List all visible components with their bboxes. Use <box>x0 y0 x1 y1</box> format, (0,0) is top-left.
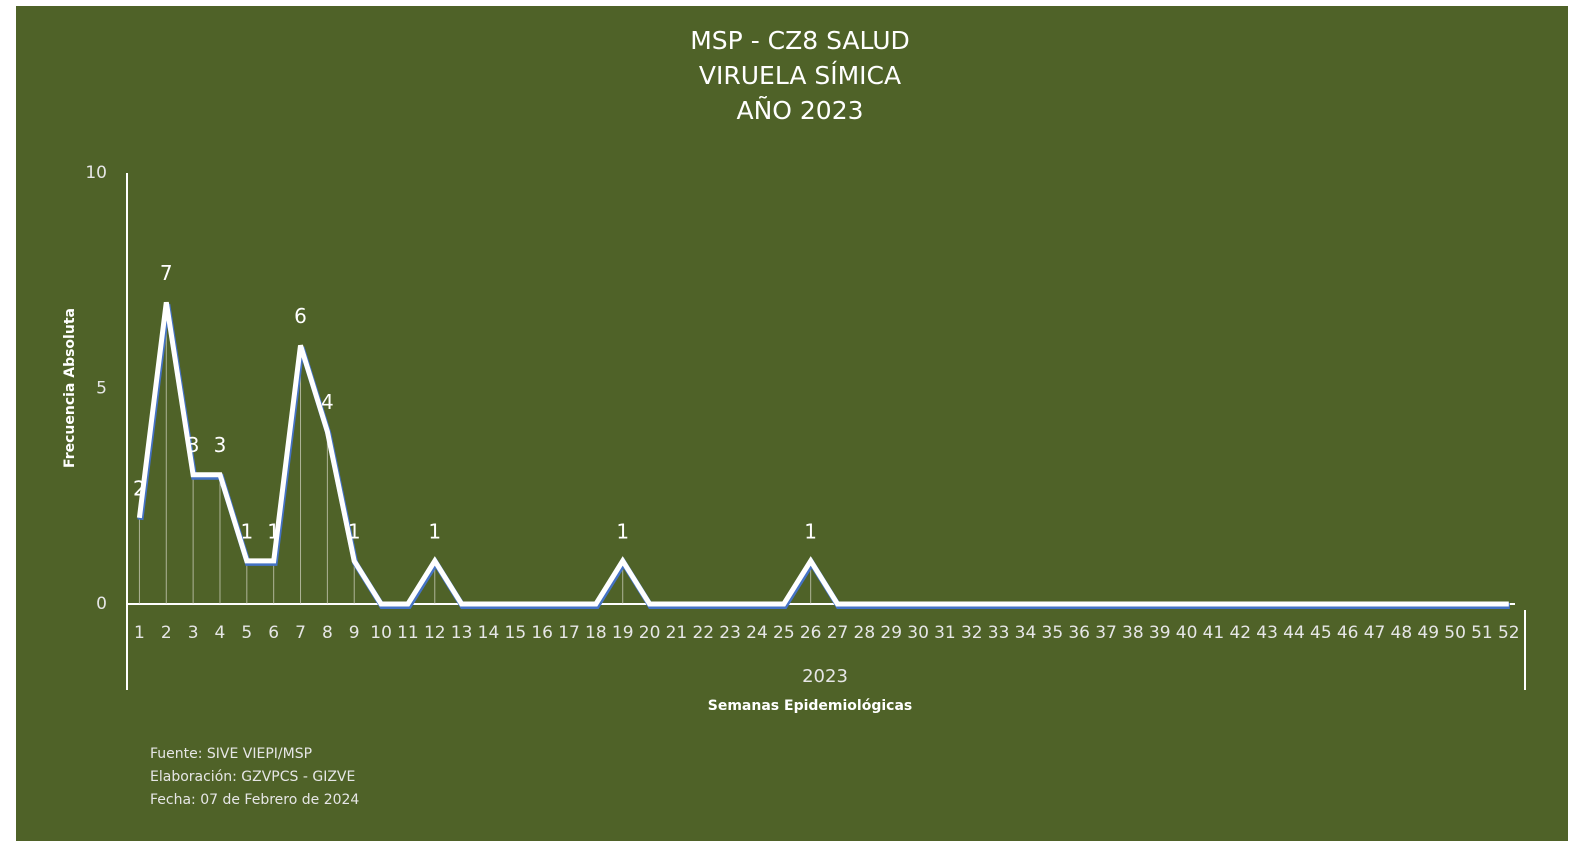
footnote: Fecha: 07 de Febrero de 2024 <box>150 792 359 808</box>
x-tick-label: 26 <box>800 623 822 643</box>
chart-title: AÑO 2023 <box>736 95 863 125</box>
x-tick-label: 18 <box>585 623 607 643</box>
x-axis-title: Semanas Epidemiológicas <box>708 698 912 714</box>
x-tick-label: 22 <box>692 623 714 643</box>
y-axis-title: Frecuencia Absoluta <box>62 308 78 468</box>
x-tick-label: 36 <box>1068 623 1090 643</box>
x-tick-label: 7 <box>295 623 306 643</box>
x-tick-label: 35 <box>1042 623 1064 643</box>
x-tick-label: 48 <box>1391 623 1413 643</box>
x-tick-label: 28 <box>854 623 876 643</box>
x-tick-label: 15 <box>505 623 527 643</box>
x-group-label: 2023 <box>802 666 848 687</box>
x-tick-label: 17 <box>558 623 580 643</box>
x-tick-label: 4 <box>215 623 226 643</box>
data-label: 1 <box>804 519 817 543</box>
x-tick-label: 42 <box>1229 623 1251 643</box>
x-tick-label: 31 <box>934 623 956 643</box>
x-tick-label: 14 <box>478 623 500 643</box>
x-tick-label: 38 <box>1122 623 1144 643</box>
data-label: 7 <box>160 261 173 285</box>
data-label: 3 <box>214 433 227 457</box>
data-label: 1 <box>348 519 361 543</box>
x-tick-label: 20 <box>639 623 661 643</box>
x-tick-label: 43 <box>1256 623 1278 643</box>
x-tick-label: 5 <box>241 623 252 643</box>
data-label: 2 <box>133 476 146 500</box>
x-tick-label: 40 <box>1176 623 1198 643</box>
x-tick-label: 47 <box>1364 623 1386 643</box>
footnote: Fuente: SIVE VIEPI/MSP <box>150 746 312 762</box>
x-tick-label: 51 <box>1471 623 1493 643</box>
data-label: 1 <box>428 519 441 543</box>
x-tick-label: 1 <box>134 623 145 643</box>
x-tick-label: 46 <box>1337 623 1359 643</box>
x-tick-label: 25 <box>773 623 795 643</box>
data-label: 3 <box>187 433 200 457</box>
x-tick-label: 33 <box>988 623 1010 643</box>
data-label: 4 <box>321 390 334 414</box>
x-tick-label: 44 <box>1283 623 1305 643</box>
x-tick-label: 41 <box>1203 623 1225 643</box>
x-tick-label: 12 <box>424 623 446 643</box>
x-tick-label: 13 <box>451 623 473 643</box>
x-tick-label: 23 <box>719 623 741 643</box>
y-tick-label: 5 <box>96 379 107 399</box>
x-tick-label: 3 <box>188 623 199 643</box>
x-tick-label: 6 <box>268 623 279 643</box>
x-tick-label: 29 <box>880 623 902 643</box>
x-tick-label: 2 <box>161 623 172 643</box>
x-tick-label: 10 <box>370 623 392 643</box>
y-tick-label: 10 <box>85 163 107 183</box>
x-tick-label: 9 <box>349 623 360 643</box>
y-tick-label: 0 <box>96 594 107 614</box>
x-tick-label: 16 <box>531 623 553 643</box>
x-tick-label: 30 <box>907 623 929 643</box>
x-tick-label: 8 <box>322 623 333 643</box>
x-tick-label: 37 <box>1095 623 1117 643</box>
x-tick-label: 34 <box>1015 623 1037 643</box>
x-tick-label: 19 <box>612 623 634 643</box>
x-tick-label: 32 <box>961 623 983 643</box>
x-tick-label: 24 <box>746 623 768 643</box>
footnote: Elaboración: GZVPCS - GIZVE <box>150 769 355 785</box>
x-tick-label: 39 <box>1149 623 1171 643</box>
data-label: 6 <box>294 304 307 328</box>
x-tick-label: 52 <box>1498 623 1520 643</box>
x-tick-label: 21 <box>666 623 688 643</box>
x-tick-label: 27 <box>827 623 849 643</box>
data-label: 1 <box>267 519 280 543</box>
x-tick-label: 49 <box>1417 623 1439 643</box>
x-tick-label: 11 <box>397 623 419 643</box>
data-label: 1 <box>240 519 253 543</box>
line <box>136 301 1509 607</box>
chart-title: MSP - CZ8 SALUD <box>690 26 910 55</box>
x-tick-label: 50 <box>1444 623 1466 643</box>
x-tick-label: 45 <box>1310 623 1332 643</box>
data-label: 1 <box>616 519 629 543</box>
chart-background <box>16 6 1568 841</box>
chart-title: VIRUELA SÍMICA <box>699 61 901 90</box>
